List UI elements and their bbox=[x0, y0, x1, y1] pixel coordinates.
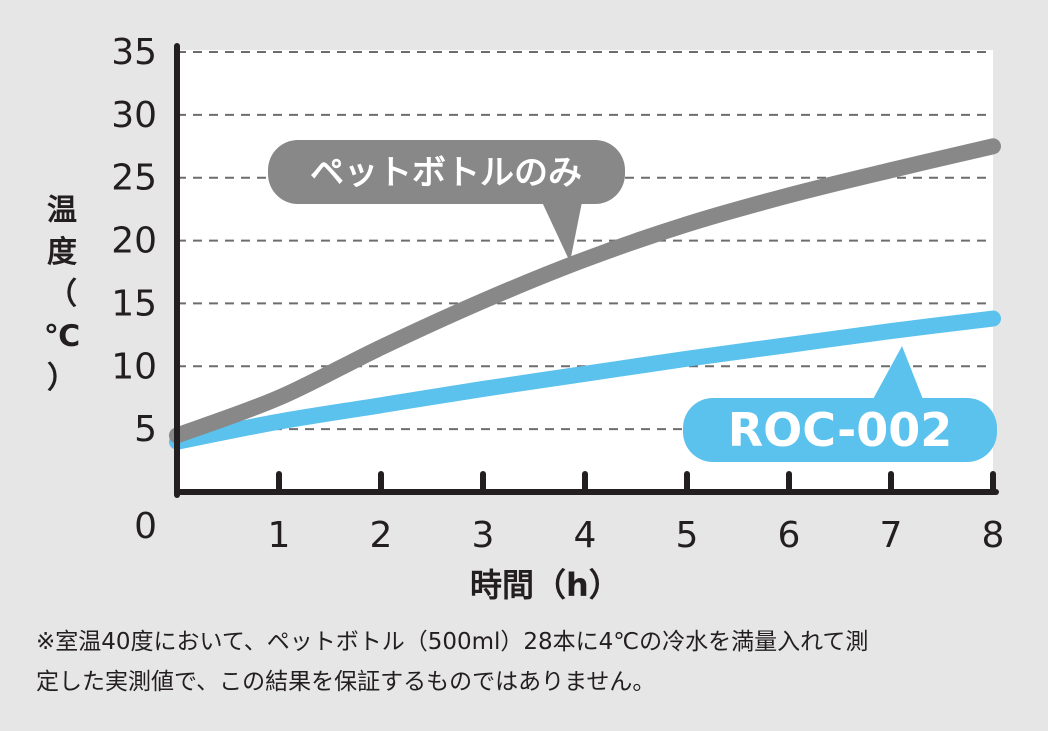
x-tick-label: 8 bbox=[982, 515, 1005, 556]
y-tick-label: 30 bbox=[111, 95, 157, 136]
y-axis-title-char: 温 bbox=[47, 193, 77, 228]
y-axis-title: 温 度 （ ℃ ） bbox=[42, 190, 82, 400]
y-axis-title-char: ） bbox=[47, 361, 77, 396]
y-axis-title-char: （ bbox=[47, 277, 77, 312]
series-line bbox=[169, 310, 1001, 450]
x-tick-label: 4 bbox=[574, 515, 597, 556]
callout-pointer bbox=[866, 346, 928, 412]
y-axis-title-char: 度 bbox=[47, 235, 77, 270]
series-label: ROC-002 bbox=[728, 403, 952, 457]
y-tick-label: 25 bbox=[111, 158, 157, 199]
axes bbox=[174, 43, 999, 498]
x-tick-label: 5 bbox=[676, 515, 699, 556]
y-tick-label: 35 bbox=[111, 32, 157, 73]
tick-labels: 0 5 10 15 20 25 30 35 1 2 3 4 5 6 7 8 bbox=[111, 32, 1004, 556]
series-lines bbox=[169, 138, 1001, 450]
y-tick-label: 15 bbox=[111, 283, 157, 324]
x-tick-label: 1 bbox=[268, 515, 291, 556]
y-tick-label: 5 bbox=[134, 409, 157, 450]
footnote: ※室温40度において、ペットボトル（500ml）28本に4℃の冷水を満量入れて測… bbox=[36, 622, 1026, 702]
y-axis-title-char: ℃ bbox=[43, 319, 81, 354]
series-callout: ペットボトルのみ bbox=[268, 140, 625, 262]
callout-box bbox=[683, 398, 997, 462]
footnote-line: 定した実測値で、この結果を保証するものではありません。 bbox=[36, 669, 656, 695]
footnote-line: ※室温40度において、ペットボトル（500ml）28本に4℃の冷水を満量入れて測 bbox=[36, 629, 869, 655]
y-tick-label: 10 bbox=[111, 346, 157, 387]
callout-box bbox=[268, 140, 625, 204]
series-callout: ROC-002 bbox=[683, 346, 997, 462]
series-callouts: ペットボトルのみ ROC-002 bbox=[268, 140, 997, 462]
x-axis-title: 時間（h） bbox=[470, 566, 621, 604]
x-tick-label: 2 bbox=[370, 515, 393, 556]
x-tick-label: 7 bbox=[880, 515, 903, 556]
series-label: ペットボトルのみ bbox=[310, 153, 582, 193]
x-tick-label: 6 bbox=[778, 515, 801, 556]
x-tick-label: 3 bbox=[472, 515, 495, 556]
y-tick-label: 0 bbox=[134, 506, 157, 547]
series-line bbox=[169, 138, 1001, 444]
y-tick-label: 20 bbox=[111, 221, 157, 262]
